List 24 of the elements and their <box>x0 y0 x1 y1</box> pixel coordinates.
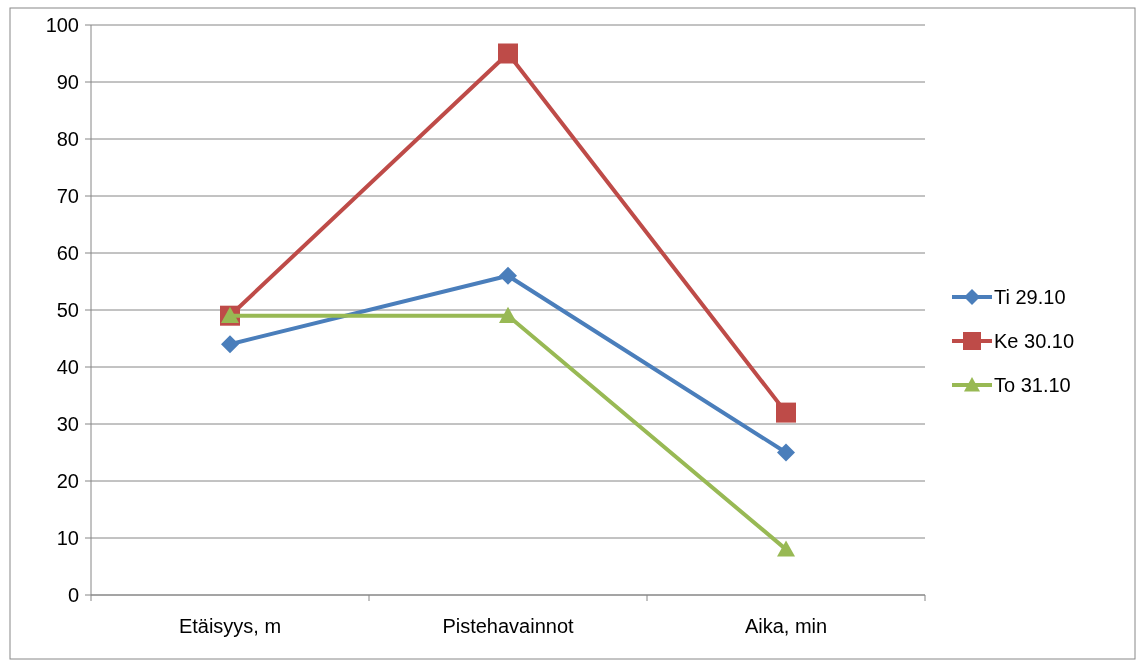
point <box>498 43 518 64</box>
point <box>776 402 796 423</box>
y-tick-label: 70 <box>56 185 79 207</box>
y-tick-label: 60 <box>56 242 79 264</box>
y-tick-label: 50 <box>56 299 79 321</box>
point <box>499 266 517 285</box>
point <box>499 306 517 323</box>
x-tick-label: Aika, min <box>744 615 828 637</box>
y-tick-label: 20 <box>56 470 79 492</box>
legend-label: Ke 30.10 <box>994 330 1075 352</box>
y-tick-label: 40 <box>56 356 79 378</box>
y-tick-label: 30 <box>56 413 79 435</box>
legend-label: Ti 29.10 <box>994 286 1066 308</box>
y-tick-label: 80 <box>56 128 79 150</box>
x-tick-label: Pistehavainnot <box>442 615 575 637</box>
point <box>777 540 795 557</box>
y-tick-label: 100 <box>45 14 79 36</box>
x-tick-label: Etäisyys, m <box>178 615 282 637</box>
y-tick-label: 0 <box>67 584 79 606</box>
point <box>777 443 795 462</box>
y-tick-label: 10 <box>56 527 79 549</box>
y-tick-label: 90 <box>56 71 79 93</box>
legend-label: To 31.10 <box>994 374 1071 396</box>
point <box>221 335 239 354</box>
